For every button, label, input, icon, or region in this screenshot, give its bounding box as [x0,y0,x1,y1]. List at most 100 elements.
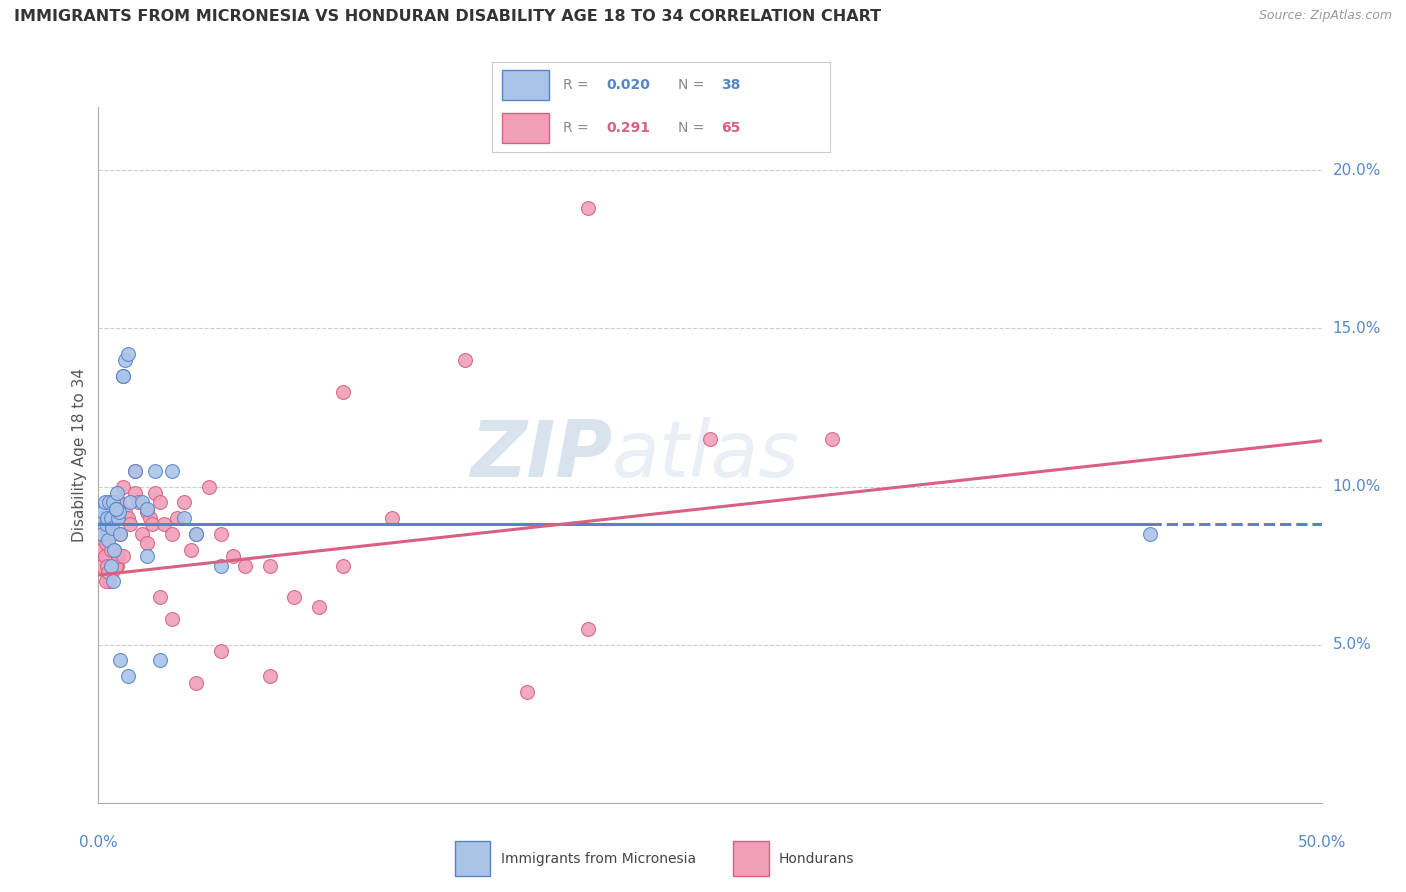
Point [131,527,153,541]
Point [209,644,232,658]
Point [101,558,124,573]
Point [107,511,129,525]
Point [124,464,146,478]
Point [111,479,134,493]
Point [173,511,195,525]
Point [166,511,188,525]
Point [114,505,136,519]
Point [131,495,153,509]
Point [91,558,114,573]
Point [149,495,172,509]
Point [821,432,844,446]
Point [209,558,232,573]
Text: Immigrants from Micronesia: Immigrants from Micronesia [501,852,696,865]
Point [160,464,183,478]
Point [91,505,114,519]
Point [97,565,120,579]
Point [117,511,139,525]
Point [104,558,127,573]
Point [576,201,599,215]
Point [93,495,115,509]
Point [96,558,118,573]
Point [127,495,149,509]
Point [136,501,159,516]
Point [103,542,125,557]
Text: ZIP: ZIP [470,417,612,493]
Point [101,521,124,535]
Point [259,669,281,683]
Point [136,536,159,550]
Point [136,549,159,563]
Point [100,558,122,573]
Text: Source: ZipAtlas.com: Source: ZipAtlas.com [1258,9,1392,22]
Point [104,501,127,516]
Point [197,479,219,493]
Point [149,591,172,605]
Point [110,527,132,541]
Point [90,542,112,557]
Text: 15.0%: 15.0% [1333,321,1381,336]
Point [153,517,176,532]
Bar [502,113,550,143]
Text: Hondurans: Hondurans [779,852,855,865]
Text: 5.0%: 5.0% [1333,637,1371,652]
Bar [734,841,769,876]
Point [98,495,121,509]
Point [110,653,132,667]
Point [143,464,166,478]
Text: 10.0%: 10.0% [1333,479,1381,494]
Point [110,527,132,541]
Point [117,347,139,361]
Point [699,432,721,446]
Point [101,495,124,509]
Point [101,565,124,579]
Point [108,505,131,519]
Point [308,599,330,614]
Point [124,464,146,478]
Point [1139,527,1161,541]
Text: N =: N = [678,121,709,135]
Point [93,549,115,563]
Point [160,527,183,541]
Point [173,495,195,509]
Point [516,685,538,699]
Point [101,527,124,541]
Point [160,612,183,626]
Point [186,527,208,541]
Point [120,495,142,509]
Point [259,558,281,573]
Point [100,542,122,557]
Point [233,558,256,573]
Point [100,495,122,509]
Text: 65: 65 [721,121,741,135]
Point [186,675,208,690]
Point [381,511,404,525]
Point [576,622,599,636]
Point [91,527,114,541]
Point [94,536,117,550]
Point [107,549,129,563]
Point [101,574,124,589]
Text: IMMIGRANTS FROM MICRONESIA VS HONDURAN DISABILITY AGE 18 TO 34 CORRELATION CHART: IMMIGRANTS FROM MICRONESIA VS HONDURAN D… [14,9,882,24]
Point [90,511,112,525]
Point [94,517,117,532]
Point [120,517,142,532]
Point [94,574,117,589]
Y-axis label: Disability Age 18 to 34: Disability Age 18 to 34 [72,368,87,542]
Text: 50.0%: 50.0% [1298,836,1346,850]
Point [186,527,208,541]
Point [97,517,120,532]
Point [124,486,146,500]
Point [98,574,121,589]
Point [104,501,127,516]
Text: R =: R = [562,78,593,92]
Text: 0.291: 0.291 [607,121,651,135]
Point [91,527,114,541]
Text: 0.0%: 0.0% [79,836,118,850]
Point [108,495,131,509]
Point [454,353,477,368]
Point [105,486,128,500]
Point [111,549,134,563]
Point [107,495,129,509]
Point [100,511,122,525]
